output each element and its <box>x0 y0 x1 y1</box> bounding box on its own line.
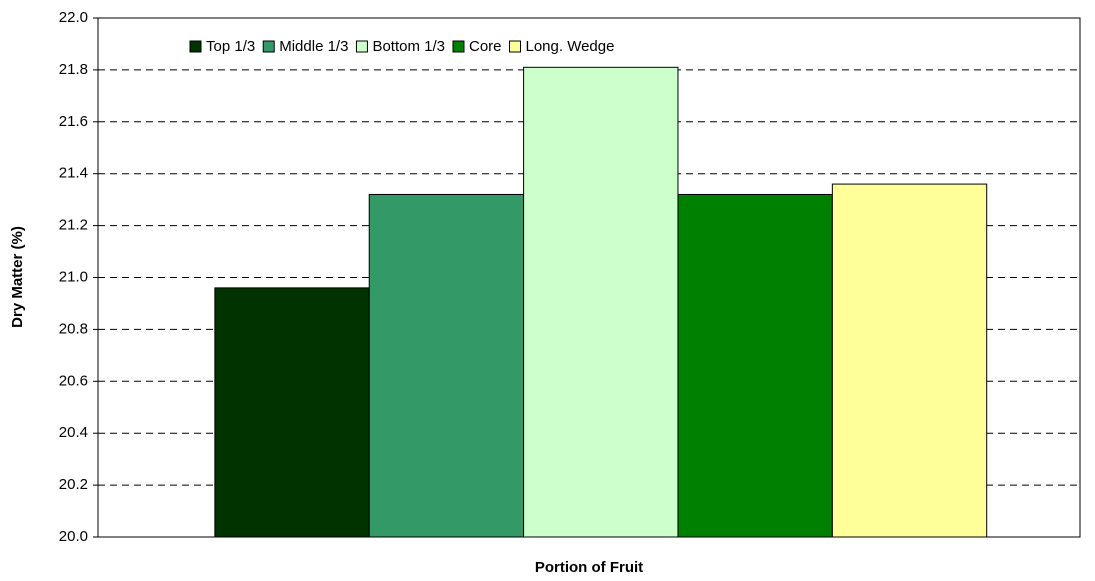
bar <box>831 183 988 538</box>
y-tick-label: 21.0 <box>59 268 88 285</box>
y-tick-label: 20.4 <box>59 424 88 441</box>
bar <box>523 66 679 538</box>
legend-swatch <box>189 40 202 53</box>
y-tick-label: 21.8 <box>59 61 88 78</box>
y-tick-label: 21.4 <box>59 165 88 182</box>
legend-label: Top 1/3 <box>206 38 255 55</box>
legend-label: Middle 1/3 <box>279 38 348 55</box>
legend-label: Long. Wedge <box>526 38 615 55</box>
legend-swatch <box>452 40 465 53</box>
legend-label: Bottom 1/3 <box>372 38 445 55</box>
y-tick-label: 21.2 <box>59 217 88 234</box>
x-axis-title: Portion of Fruit <box>535 559 643 576</box>
legend-swatch <box>509 40 521 53</box>
y-tick-label: 20.6 <box>59 372 88 389</box>
bar <box>368 193 525 538</box>
bar <box>677 193 833 538</box>
y-tick-label: 21.6 <box>59 113 88 130</box>
y-tick-label: 20.8 <box>59 320 88 337</box>
legend-label: Core <box>469 38 502 55</box>
legend-swatch <box>262 40 275 53</box>
y-tick-label: 20.0 <box>59 528 88 545</box>
legend-swatch <box>355 40 368 53</box>
y-axis-title: Dry Matter (%) <box>9 226 26 328</box>
y-tick-label: 20.2 <box>59 476 88 493</box>
bar <box>214 287 370 538</box>
y-tick-label: 22.0 <box>59 9 88 26</box>
